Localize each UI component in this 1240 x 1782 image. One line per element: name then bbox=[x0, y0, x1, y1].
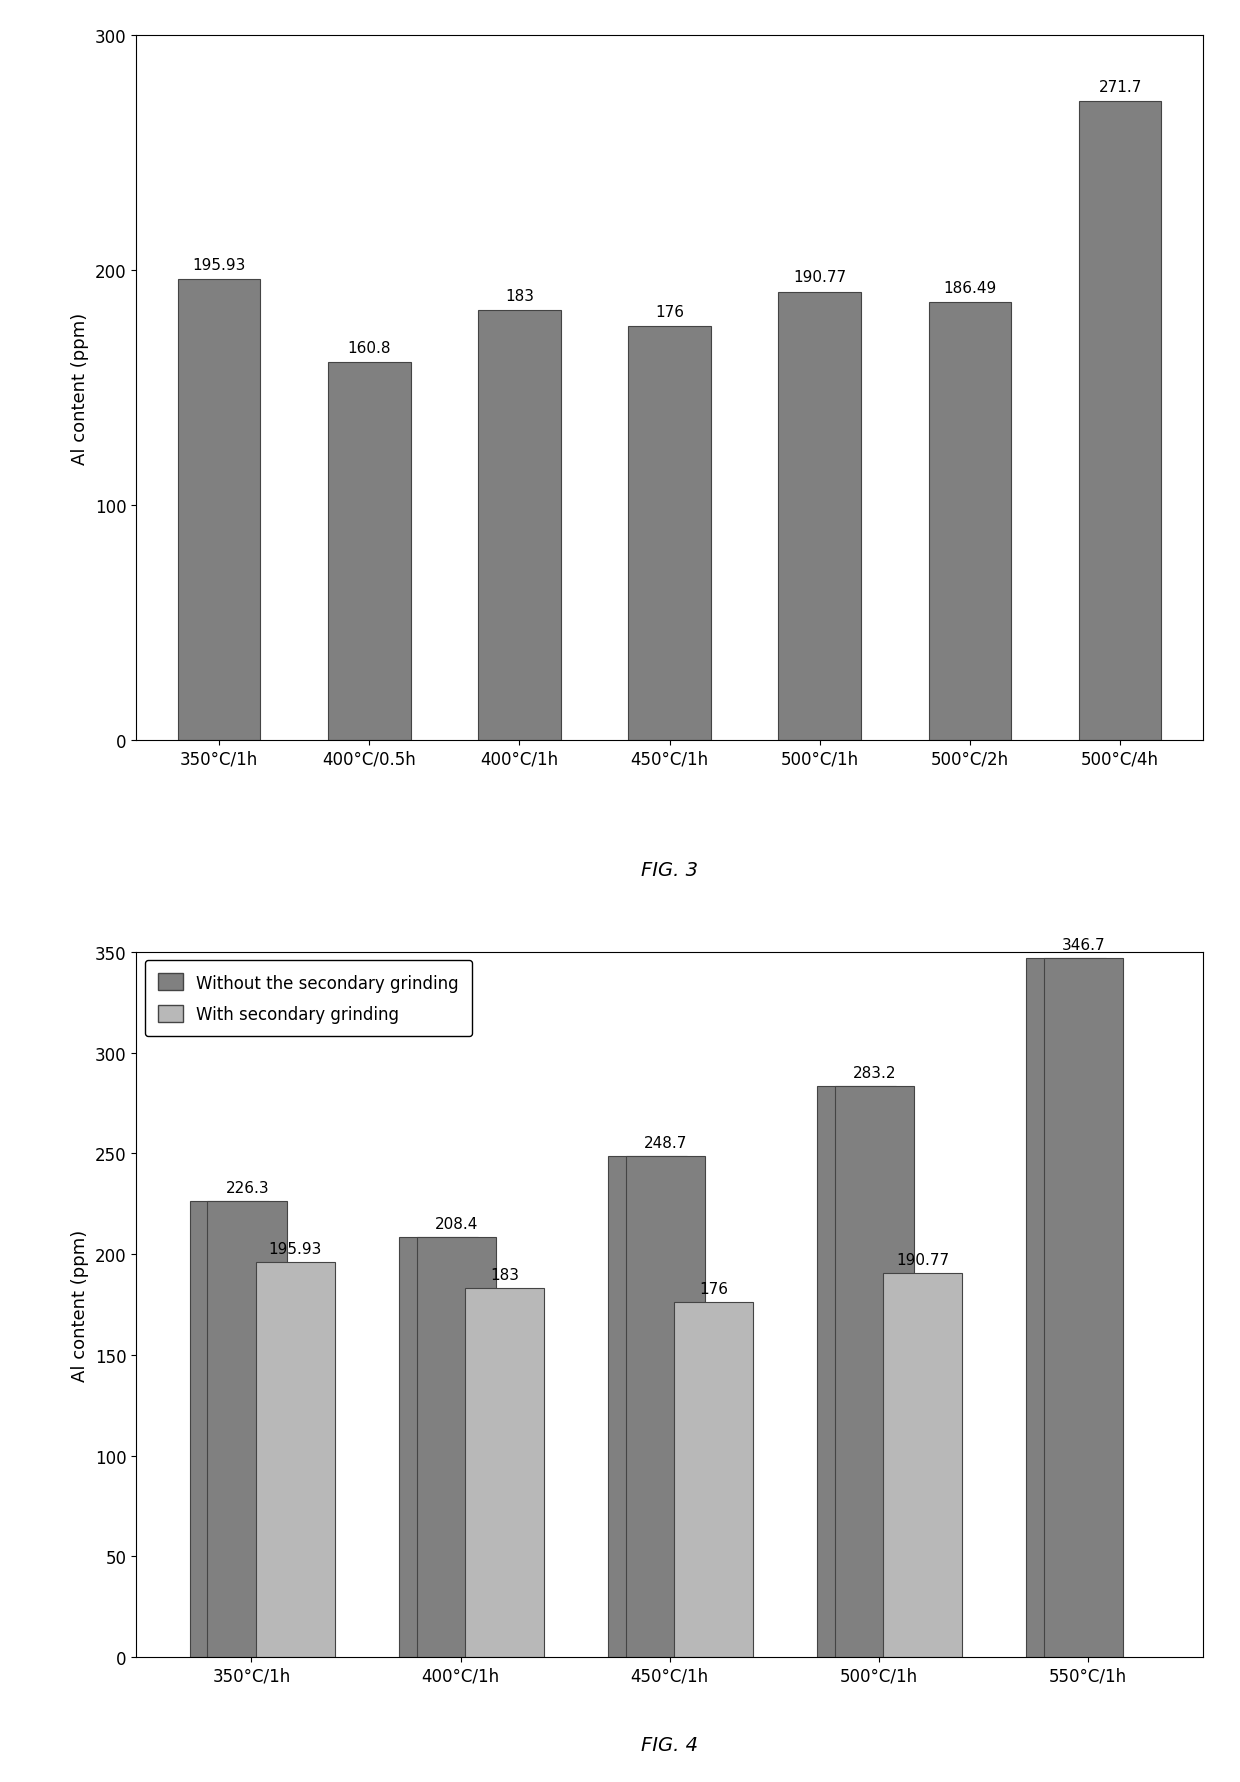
Bar bbox=[465, 1288, 544, 1657]
Bar bbox=[177, 280, 260, 741]
Text: 195.93: 195.93 bbox=[192, 258, 246, 273]
Bar bbox=[1027, 959, 1106, 1657]
Bar bbox=[883, 1272, 962, 1657]
Bar bbox=[1044, 959, 1123, 1657]
Text: 183: 183 bbox=[505, 289, 534, 303]
Text: 346.7: 346.7 bbox=[1061, 937, 1105, 953]
Text: 195.93: 195.93 bbox=[269, 1242, 322, 1256]
Text: 183: 183 bbox=[490, 1267, 518, 1283]
Text: 160.8: 160.8 bbox=[347, 340, 391, 356]
Bar bbox=[327, 364, 410, 741]
Text: 186.49: 186.49 bbox=[944, 280, 997, 296]
Bar bbox=[929, 303, 1012, 741]
Bar bbox=[1079, 102, 1162, 741]
Text: 248.7: 248.7 bbox=[644, 1135, 687, 1149]
Bar bbox=[817, 1087, 897, 1657]
Text: 208.4: 208.4 bbox=[435, 1217, 477, 1231]
Bar bbox=[626, 1157, 706, 1657]
Y-axis label: Al content (ppm): Al content (ppm) bbox=[72, 312, 89, 465]
Bar bbox=[190, 1201, 269, 1657]
Text: FIG. 4: FIG. 4 bbox=[641, 1736, 698, 1753]
Text: FIG. 3: FIG. 3 bbox=[641, 861, 698, 880]
Bar bbox=[629, 328, 711, 741]
Y-axis label: Al content (ppm): Al content (ppm) bbox=[72, 1228, 89, 1381]
Bar bbox=[608, 1157, 687, 1657]
Bar bbox=[835, 1087, 914, 1657]
Text: 176: 176 bbox=[699, 1281, 728, 1297]
Bar bbox=[779, 292, 861, 741]
Bar bbox=[673, 1303, 753, 1657]
Text: 190.77: 190.77 bbox=[897, 1253, 949, 1267]
Text: 176: 176 bbox=[655, 305, 684, 321]
Text: 190.77: 190.77 bbox=[794, 271, 847, 285]
Text: 226.3: 226.3 bbox=[226, 1180, 269, 1196]
Bar bbox=[255, 1263, 335, 1657]
Text: 283.2: 283.2 bbox=[853, 1066, 897, 1080]
Legend: Without the secondary grinding, With secondary grinding: Without the secondary grinding, With sec… bbox=[145, 960, 472, 1037]
Bar bbox=[207, 1201, 286, 1657]
Bar bbox=[417, 1237, 496, 1657]
Bar bbox=[479, 310, 560, 741]
Bar bbox=[399, 1237, 479, 1657]
Text: 271.7: 271.7 bbox=[1099, 80, 1142, 94]
